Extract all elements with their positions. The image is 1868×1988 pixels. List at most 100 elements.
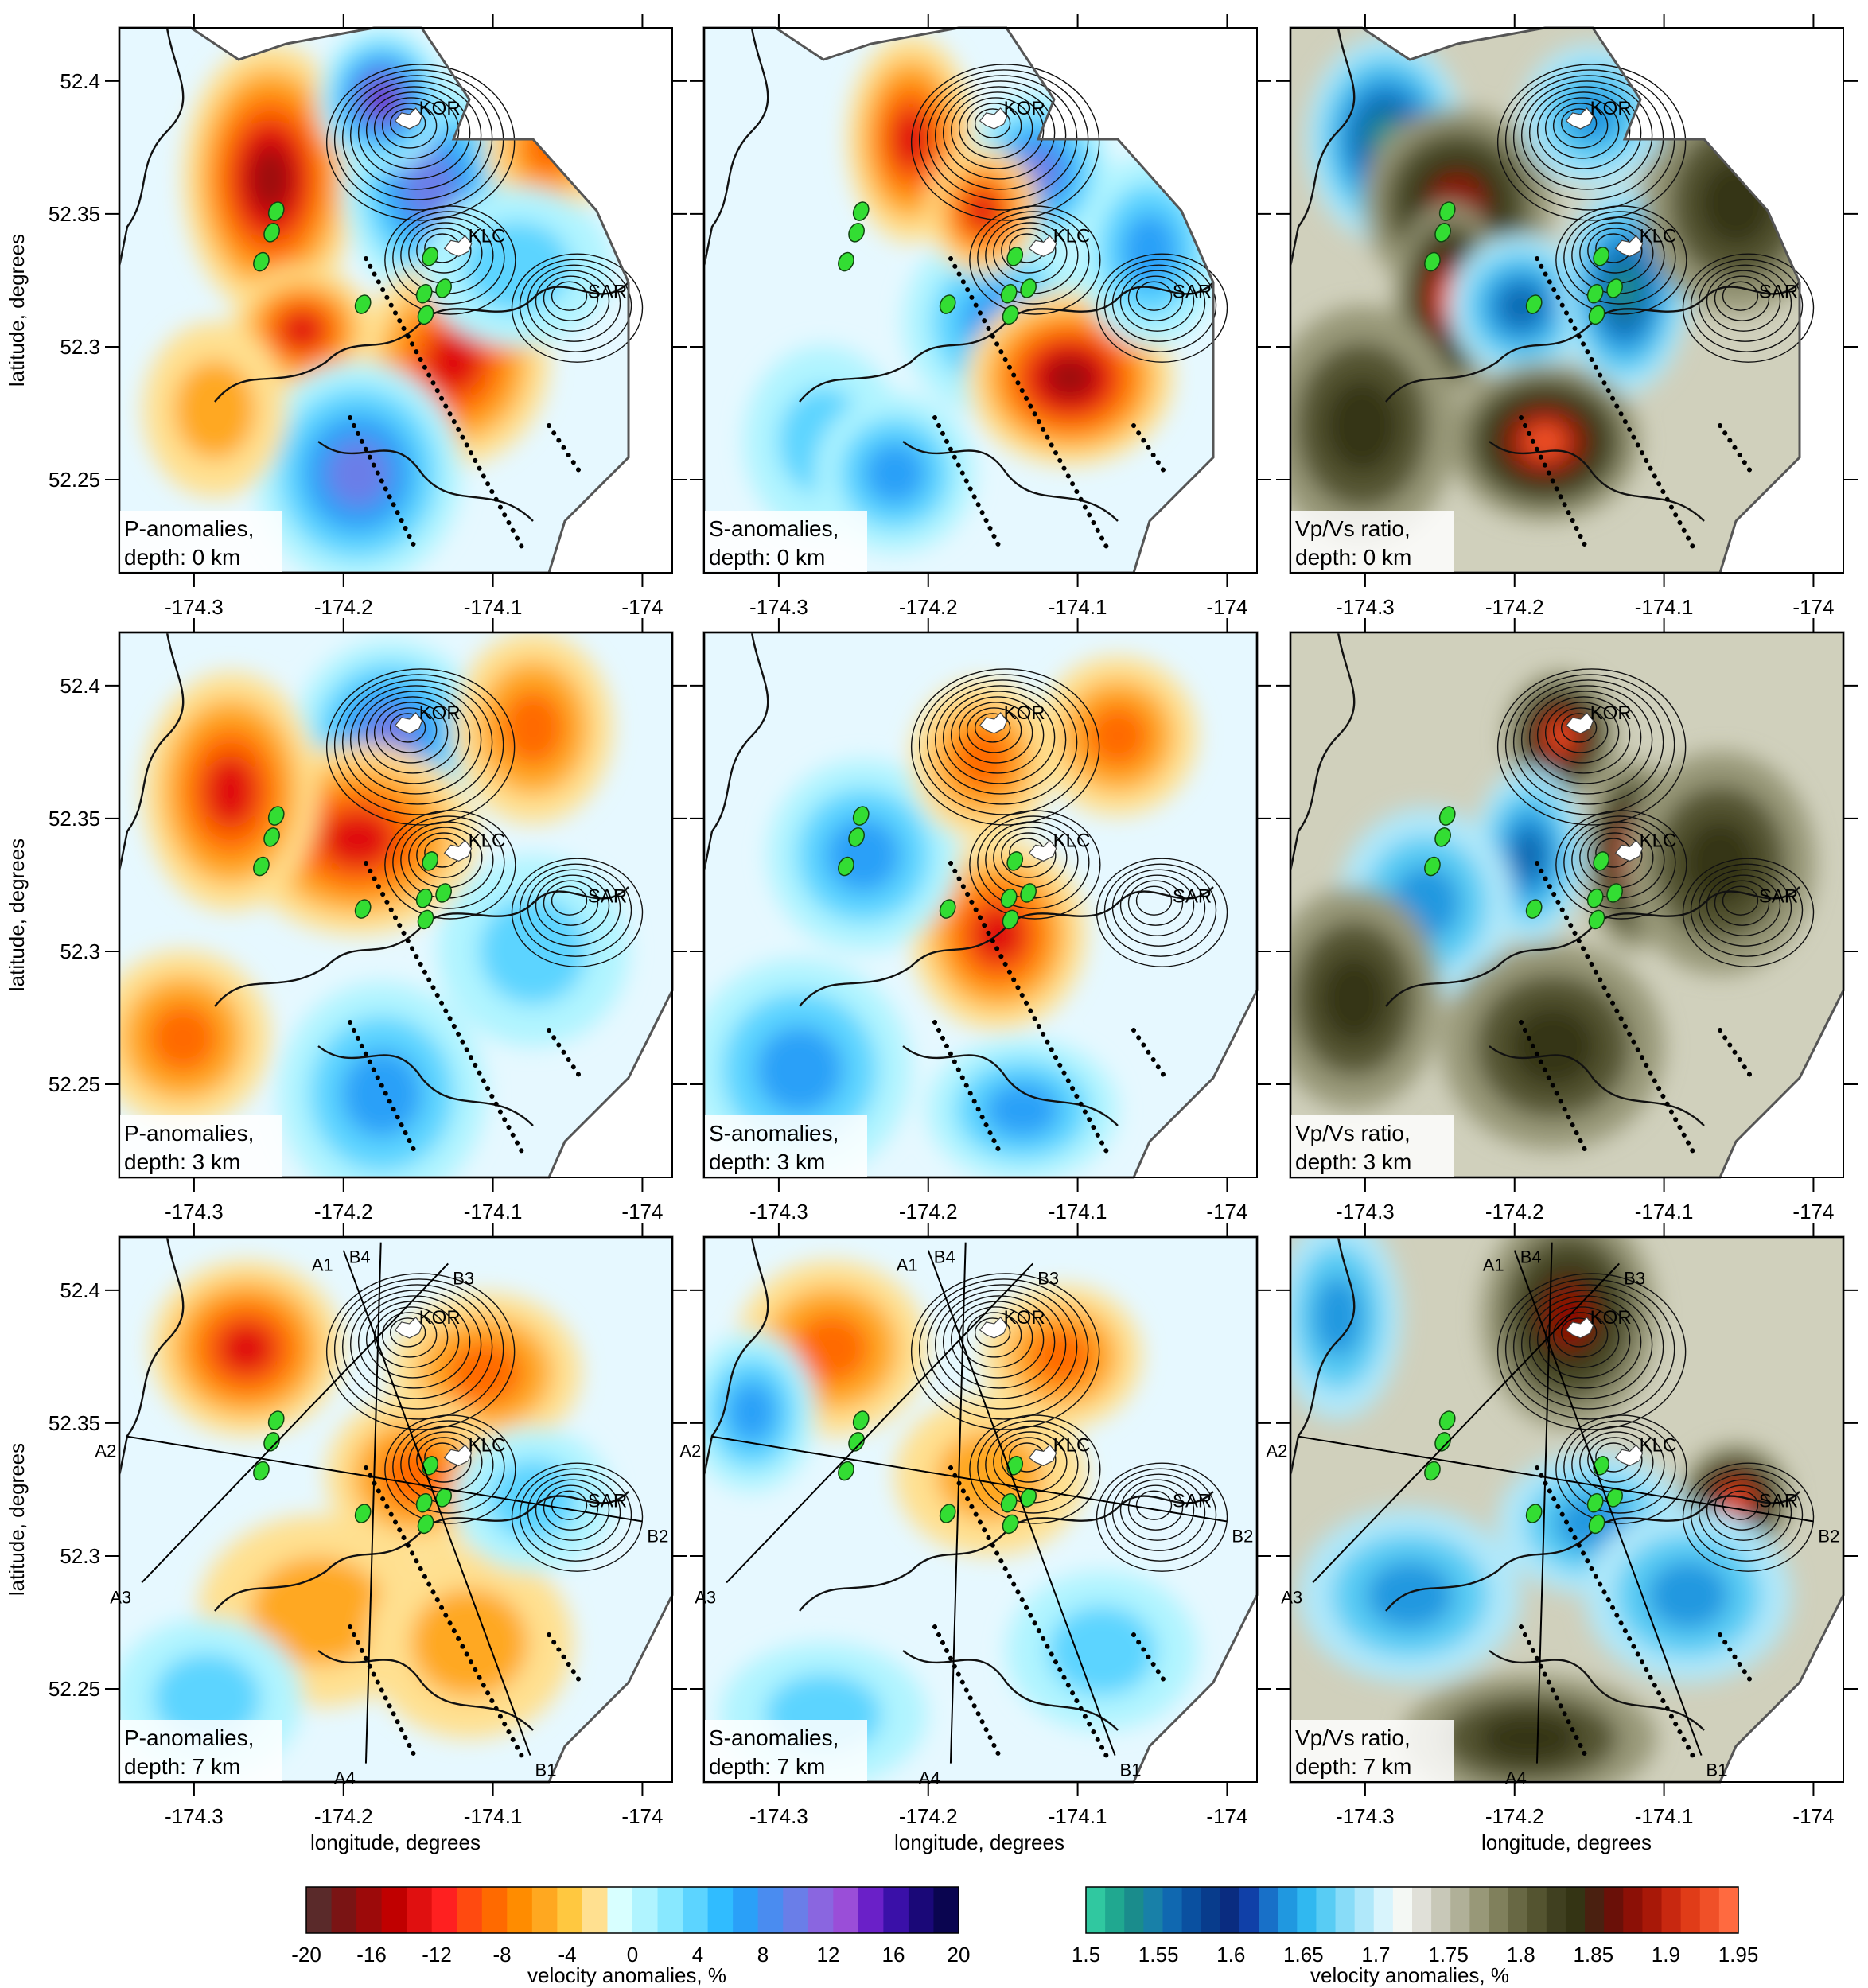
eruptive-centre xyxy=(263,223,280,243)
x-tick-label: -174.2 xyxy=(1485,595,1544,619)
panel-frame xyxy=(1290,632,1844,1178)
profile-A2-B2 xyxy=(711,1435,1228,1523)
panel-title: S-anomalies, xyxy=(709,1121,839,1146)
contour-line xyxy=(381,1312,438,1358)
x-tick-label: -174.3 xyxy=(165,1200,224,1224)
y-axis-label-row-2: latitude, degrees xyxy=(5,838,29,991)
fault-line xyxy=(1131,1632,1168,1685)
panel-caption: Vp/Vs ratio, depth: 3 km xyxy=(1290,1115,1454,1177)
volcano-crater-marker xyxy=(979,712,1008,734)
volcano-crater-marker xyxy=(1028,1444,1057,1466)
contour-line xyxy=(1560,713,1598,743)
contour-line xyxy=(389,108,426,138)
contour-line xyxy=(1544,97,1620,159)
y-tick-label: 52.35 xyxy=(49,202,100,226)
colorbar-swatch xyxy=(1354,1887,1375,1933)
colorbar-swatch xyxy=(1105,1887,1125,1933)
profile-A2-B2 xyxy=(1298,1435,1814,1523)
colorbar-ratio-label: velocity anomalies, % xyxy=(1310,1963,1509,1987)
volcano-label-KOR: KOR xyxy=(1004,98,1045,119)
fault-line xyxy=(348,415,416,547)
y-tick-label: 52.3 xyxy=(60,940,100,963)
y-axis-label-row-3: latitude, degrees xyxy=(5,1443,29,1596)
colorbar-tick-label: 1.5 xyxy=(1072,1943,1100,1967)
colorbar-swatch xyxy=(507,1887,533,1933)
colorbar-swatch xyxy=(381,1887,407,1933)
eruptive-centre xyxy=(1525,899,1543,919)
contour-line xyxy=(365,696,460,774)
profile-A3-B3 xyxy=(1312,1262,1620,1584)
contour-line xyxy=(1560,1317,1598,1348)
colorbar-tick-label: 4 xyxy=(692,1943,703,1967)
contour-line xyxy=(373,1306,449,1368)
contour-line xyxy=(942,691,1056,784)
anomaly-warm-level-1 xyxy=(411,1589,528,1697)
contour-line xyxy=(1127,1484,1184,1531)
profile-lines xyxy=(126,1242,643,1764)
fault-lines xyxy=(1519,256,1754,555)
contour-line xyxy=(511,253,644,363)
contour-line xyxy=(333,1278,504,1420)
contour-line xyxy=(1690,863,1804,957)
contour-line xyxy=(1096,858,1228,967)
volcano-label-SAR: SAR xyxy=(1173,282,1212,303)
volcano-crater-marker xyxy=(1028,839,1057,862)
colorbar-frame xyxy=(1085,1886,1739,1934)
colorbar-tick-label: 12 xyxy=(817,1943,840,1967)
eruptive-centre xyxy=(267,806,285,826)
colorbar-swatch xyxy=(683,1887,709,1933)
eruptive-centre xyxy=(1002,305,1019,325)
volcano-label-SAR: SAR xyxy=(588,282,627,303)
contour-line xyxy=(910,1273,1100,1430)
eruptive-centres xyxy=(1424,1410,1623,1535)
colorbar-swatch xyxy=(1201,1887,1221,1933)
colorbar-swatch xyxy=(1527,1887,1547,1933)
colorbar-swatch xyxy=(783,1887,809,1933)
contour-line xyxy=(1714,275,1770,321)
profile-label-B1: B1 xyxy=(1706,1760,1728,1780)
colorbar-swatch xyxy=(431,1887,457,1933)
topographic-contours xyxy=(325,668,644,967)
contour-line xyxy=(519,259,632,352)
contour-line xyxy=(519,863,632,957)
eruptive-centre xyxy=(354,1504,372,1523)
colorbar-tick-label: 1.85 xyxy=(1573,1943,1613,1967)
eruptive-centre xyxy=(435,883,452,903)
contour-line xyxy=(416,1437,472,1483)
fault-line xyxy=(932,1624,1001,1757)
fault-lines xyxy=(932,256,1168,555)
eruptive-centre xyxy=(1593,851,1610,871)
contour-line xyxy=(1135,281,1173,311)
contour-line xyxy=(325,668,516,826)
contour-line xyxy=(926,75,1078,200)
panel-caption: P-anomalies, depth: 0 km xyxy=(119,511,282,573)
contour-line xyxy=(1722,281,1759,311)
map-panel-p-depth-1: KOR KLC SAR P-anomalies, depth: 3 km -174.3 -1… xyxy=(49,618,687,1224)
eruptive-centres xyxy=(838,806,1037,930)
anomaly-cold-level-2 xyxy=(341,1049,423,1138)
y-tick-label: 52.4 xyxy=(60,69,100,93)
colorbar-tick-label: 1.8 xyxy=(1507,1943,1535,1967)
x-tick-label: -174.2 xyxy=(314,595,373,619)
volcano-label-KLC: KLC xyxy=(1640,1434,1677,1456)
contour-line xyxy=(926,679,1078,805)
volcano-label-SAR: SAR xyxy=(1759,282,1798,303)
contour-line xyxy=(1119,874,1195,936)
anomaly-cold-level-2 xyxy=(1121,212,1178,289)
panel-caption: P-anomalies, depth: 3 km xyxy=(119,1115,282,1177)
colorbar-swatch xyxy=(356,1887,383,1933)
x-tick-label: -174.2 xyxy=(314,1200,373,1224)
eruptive-centre xyxy=(417,1514,434,1535)
eruptive-centre xyxy=(852,1410,870,1430)
volcano-crater-marker xyxy=(394,712,423,734)
contour-line xyxy=(958,702,1033,764)
fault-line xyxy=(1535,861,1699,1160)
contour-line xyxy=(1512,679,1664,805)
panel-frame xyxy=(119,27,673,574)
profile-label-A3: A3 xyxy=(695,1587,716,1607)
contour-line xyxy=(1552,707,1609,753)
colorbar-swatch xyxy=(883,1887,909,1933)
fault-line xyxy=(1718,1028,1754,1080)
volcano-crater-marker xyxy=(1565,107,1594,130)
y-axis-label-row-1: latitude, degrees xyxy=(5,234,29,387)
